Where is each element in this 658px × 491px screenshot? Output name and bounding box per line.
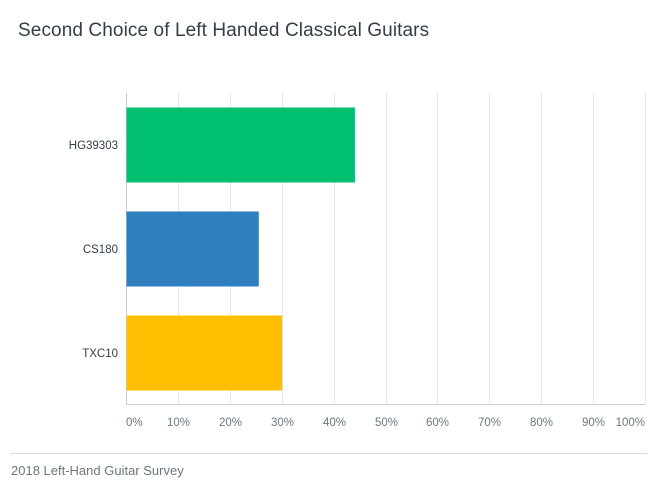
- bars: [126, 107, 355, 391]
- category-label: HG39303: [69, 140, 118, 152]
- category-label: TXC10: [82, 348, 118, 360]
- x-tick-labels: 0% 10% 20% 30% 40% 50% 60% 70% 80% 90% 100%: [126, 417, 645, 429]
- x-tick-label: 20%: [219, 417, 242, 429]
- bar-txc10: [126, 315, 283, 391]
- x-tick-label: 10%: [167, 417, 190, 429]
- x-tick-label: 90%: [582, 417, 605, 429]
- bar-hg39303: [126, 107, 355, 183]
- x-tick-label: 30%: [271, 417, 294, 429]
- footer-source: 2018 Left-Hand Guitar Survey: [11, 463, 184, 478]
- x-tick-label: 80%: [530, 417, 553, 429]
- category-labels: HG39303 CS180 TXC10: [69, 140, 118, 360]
- x-tick-label: 0%: [126, 417, 143, 429]
- footer-divider: [10, 453, 647, 454]
- x-tick-label: 70%: [478, 417, 501, 429]
- bar-cs180: [126, 211, 259, 287]
- x-tick-label: 100%: [616, 417, 645, 429]
- chart-title: Second Choice of Left Handed Classical G…: [18, 20, 430, 41]
- x-tick-label: 50%: [375, 417, 398, 429]
- x-tick-label: 60%: [426, 417, 449, 429]
- category-label: CS180: [83, 244, 118, 256]
- x-tick-label: 40%: [323, 417, 346, 429]
